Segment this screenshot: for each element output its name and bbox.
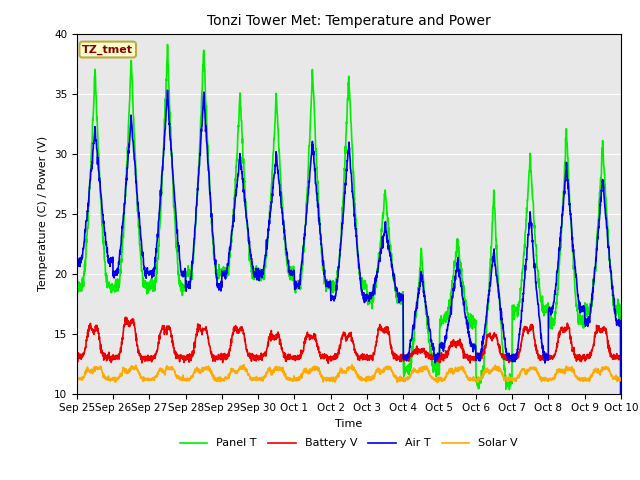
Line: Battery V: Battery V — [77, 317, 621, 363]
Air T — [164, 87, 172, 93]
Battery V — [508, 355, 515, 361]
Air T — [584, 319, 592, 325]
Battery V — [73, 355, 81, 361]
Air T — [73, 256, 81, 262]
Battery V — [324, 360, 332, 366]
Battery V — [225, 353, 232, 359]
Title: Tonzi Tower Met: Temperature and Power: Tonzi Tower Met: Temperature and Power — [207, 14, 491, 28]
Battery V — [570, 348, 577, 354]
Line: Air T: Air T — [77, 90, 621, 480]
Text: TZ_tmet: TZ_tmet — [82, 44, 133, 55]
Battery V — [377, 324, 385, 330]
Y-axis label: Temperature (C) / Power (V): Temperature (C) / Power (V) — [38, 136, 48, 291]
Solar V — [376, 367, 384, 373]
Panel T — [584, 306, 592, 312]
Solar V — [508, 375, 515, 381]
Solar V — [73, 375, 81, 381]
Solar V — [434, 380, 442, 385]
Air T — [365, 294, 372, 300]
Line: Panel T: Panel T — [77, 45, 621, 480]
Battery V — [122, 314, 129, 320]
Solar V — [240, 362, 248, 368]
Battery V — [617, 355, 625, 361]
Air T — [569, 242, 577, 248]
Air T — [507, 355, 515, 360]
Panel T — [164, 42, 172, 48]
Panel T — [365, 297, 372, 303]
Panel T — [73, 276, 81, 282]
Panel T — [376, 240, 384, 246]
Solar V — [584, 377, 592, 383]
Solar V — [617, 377, 625, 383]
Solar V — [225, 372, 232, 377]
Panel T — [569, 251, 577, 257]
Battery V — [584, 354, 592, 360]
X-axis label: Time: Time — [335, 419, 362, 429]
Air T — [376, 249, 384, 254]
Legend: Panel T, Battery V, Air T, Solar V: Panel T, Battery V, Air T, Solar V — [175, 434, 522, 453]
Battery V — [365, 357, 372, 362]
Panel T — [225, 270, 232, 276]
Line: Solar V: Solar V — [77, 365, 621, 383]
Air T — [225, 255, 232, 261]
Solar V — [365, 375, 372, 381]
Panel T — [507, 380, 515, 386]
Solar V — [570, 367, 577, 373]
